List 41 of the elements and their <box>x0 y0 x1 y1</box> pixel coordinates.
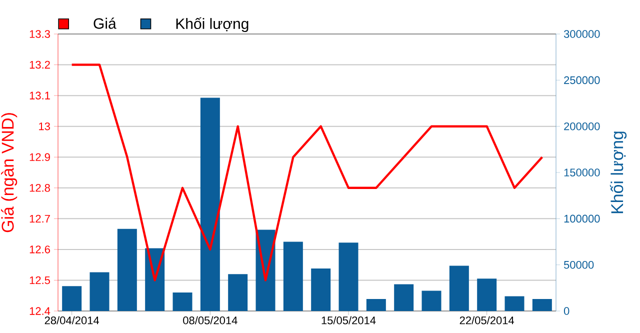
legend-label: Khối lượng <box>176 17 248 32</box>
bar <box>311 268 331 311</box>
bar <box>366 298 386 311</box>
y-tick-label: 13.2 <box>30 60 50 69</box>
bar <box>172 292 192 311</box>
y2-tick-label: 100000 <box>564 214 600 223</box>
y2-tick-label: 200000 <box>564 122 600 130</box>
x-tick-label: 28/04/2014 <box>44 316 100 324</box>
y2-tick-label: 300000 <box>564 30 600 38</box>
bar <box>200 98 220 311</box>
y-tick-label: 12.6 <box>30 246 50 254</box>
y-tick-label: 12.5 <box>30 276 50 284</box>
legend-label: Giá <box>94 18 116 29</box>
y2-tick-label: 50000 <box>564 260 594 269</box>
bar <box>532 298 552 311</box>
bar <box>283 242 303 311</box>
bar <box>504 296 524 311</box>
bar <box>62 286 82 311</box>
y-axis-title: Giá (ngàn VND) <box>1 113 18 232</box>
bar <box>422 290 442 311</box>
y2-tick-label: 250000 <box>564 76 600 84</box>
y-tick-label: 12.7 <box>30 214 50 223</box>
y2-axis-title: Khối lượng <box>610 132 627 214</box>
y2-tick-label: 0 <box>564 307 570 315</box>
x-tick-label: 15/05/2014 <box>322 316 376 324</box>
x-tick-label: 08/05/2014 <box>183 316 238 324</box>
y-tick-label: 13.1 <box>30 92 50 100</box>
y-tick-label: 12.9 <box>30 153 50 162</box>
y-tick-label: 13.3 <box>30 30 50 38</box>
y-tick-label: 13 <box>39 122 50 130</box>
bar <box>449 266 469 311</box>
x-tick-label: 22/05/2014 <box>460 316 514 324</box>
bar <box>338 242 358 311</box>
bar <box>477 278 497 311</box>
y-tick-label: 12.8 <box>30 184 50 192</box>
bar <box>117 228 137 311</box>
bar <box>228 274 248 311</box>
bar <box>394 284 414 311</box>
y-tick-label: 12.4 <box>30 307 50 315</box>
y2-tick-label: 150000 <box>564 168 600 176</box>
bar <box>90 272 110 311</box>
